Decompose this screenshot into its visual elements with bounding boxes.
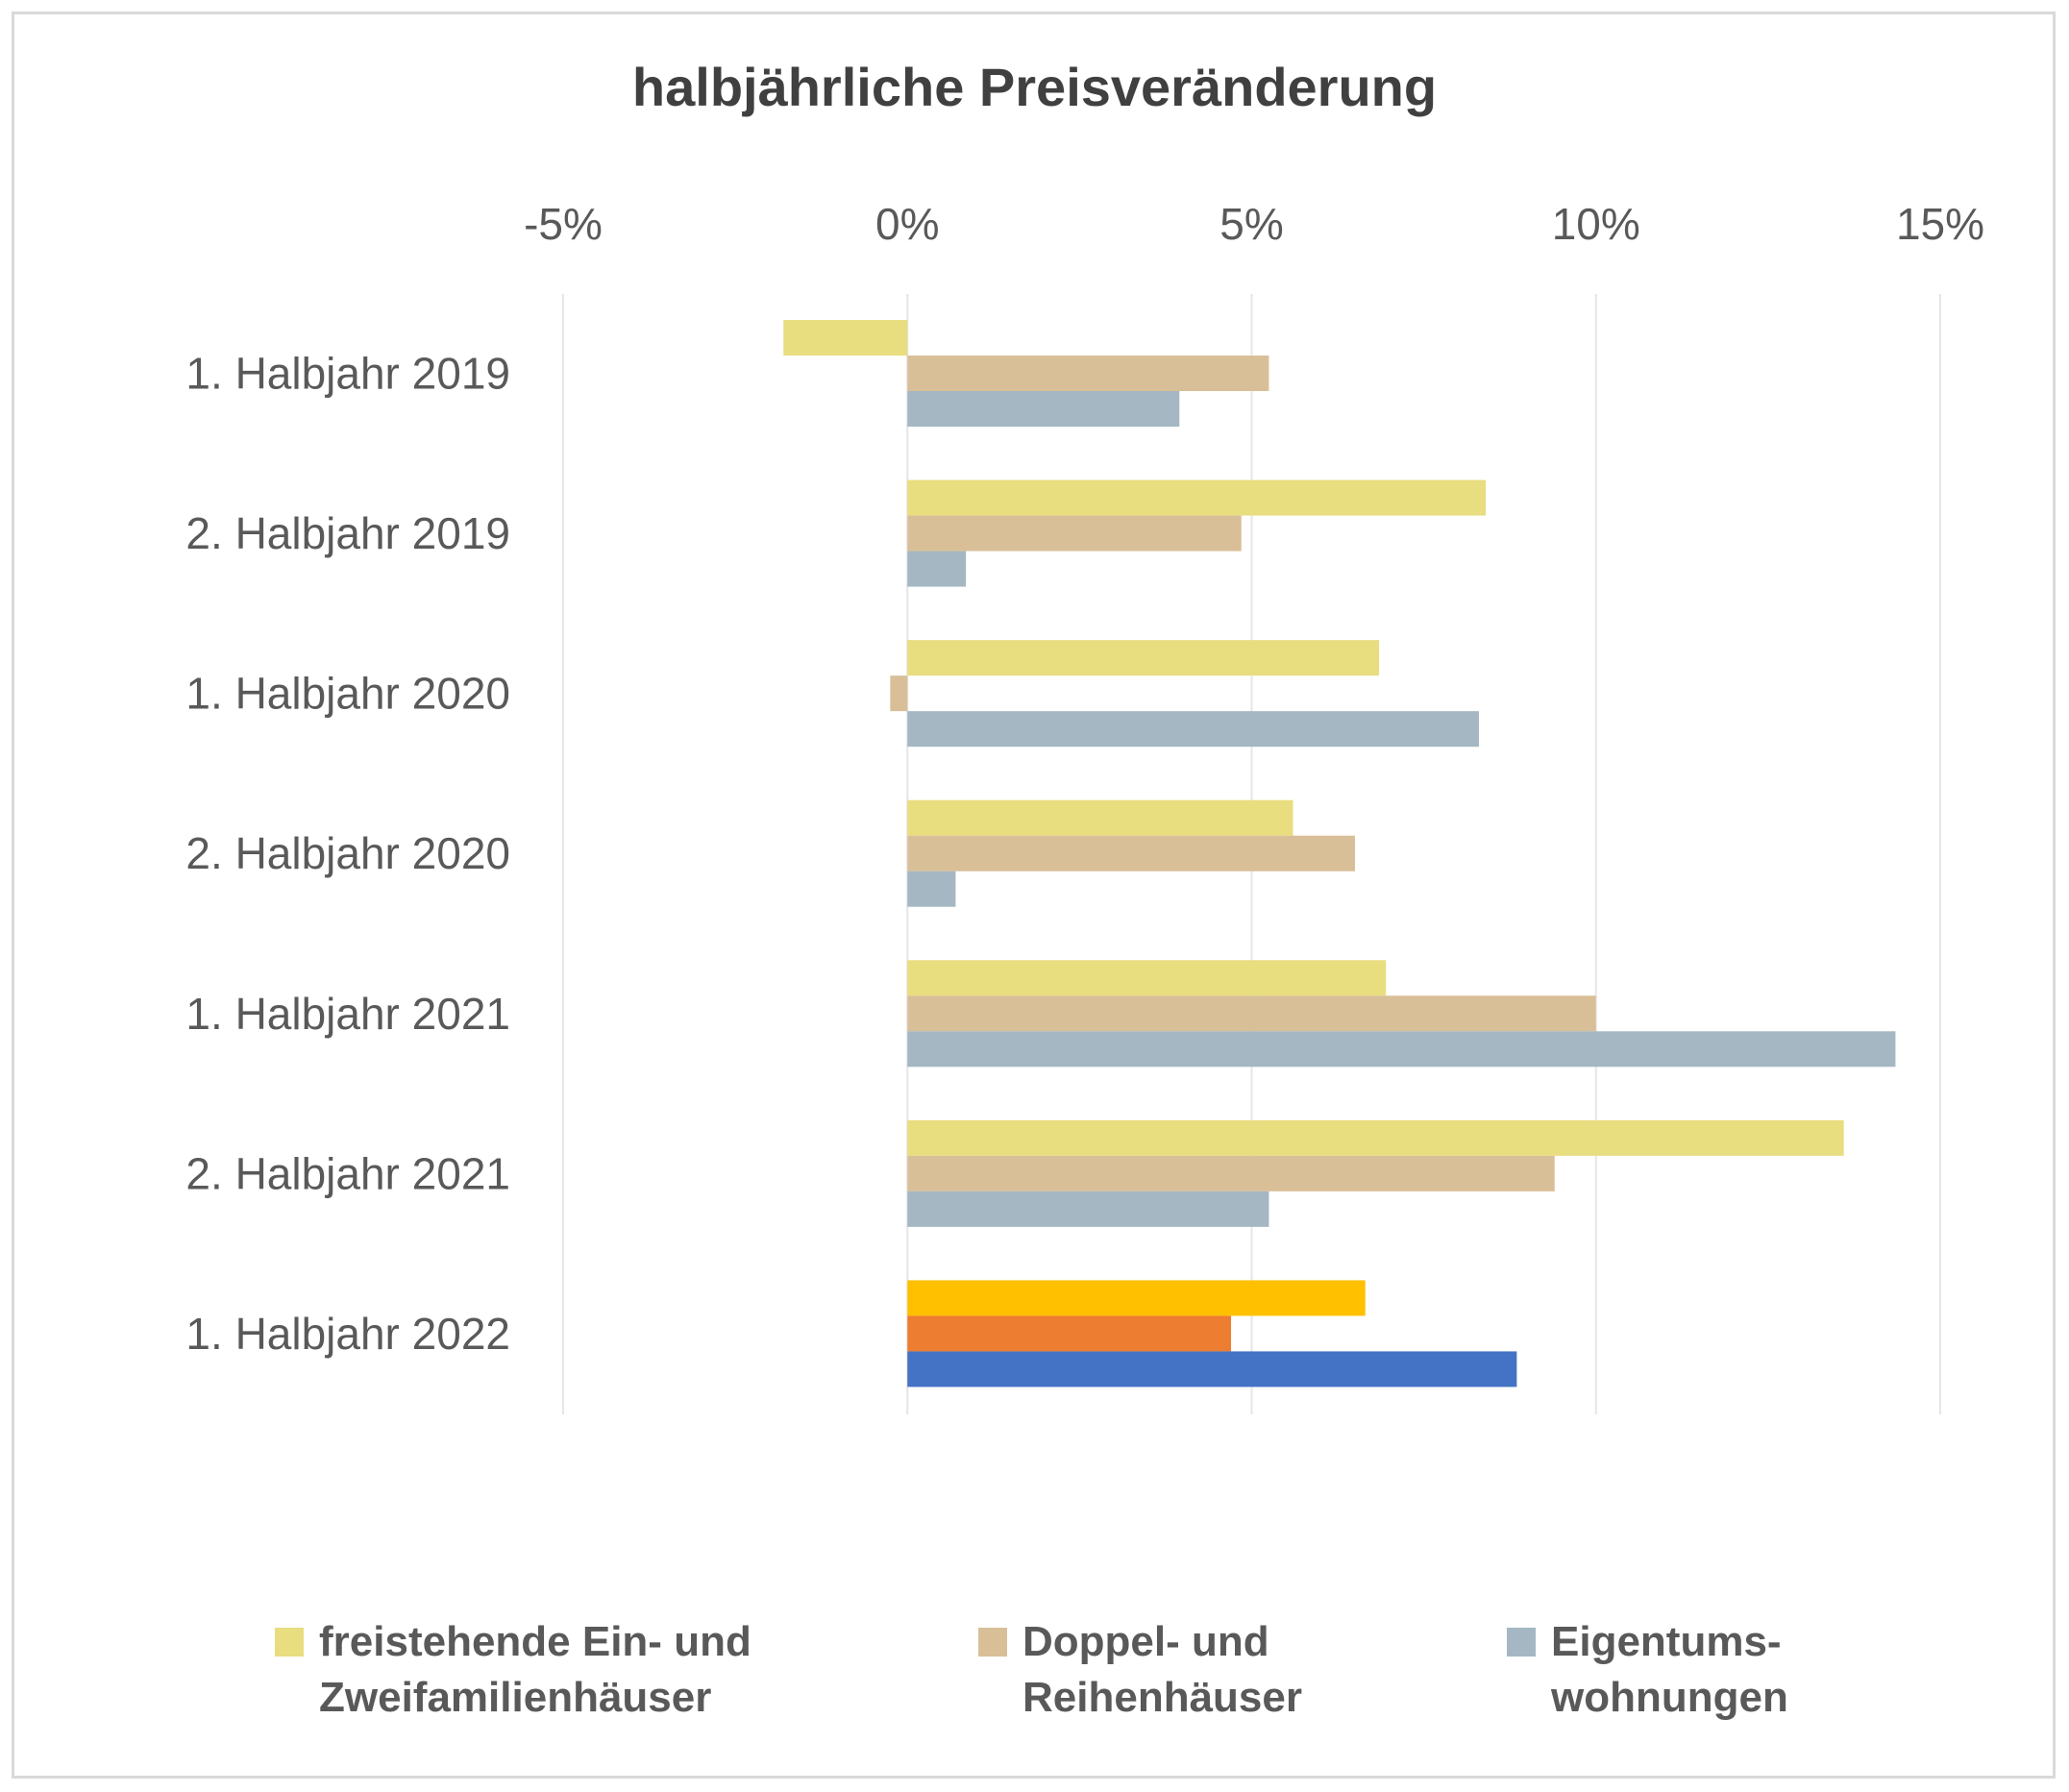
category-label: 2. Halbjahr 2021: [185, 1148, 510, 1198]
x-tick-label: 0%: [875, 199, 939, 249]
category-label: 1. Halbjahr 2019: [185, 349, 510, 399]
bar: [907, 356, 1269, 391]
bar: [890, 675, 908, 712]
x-tick-label: 5%: [1219, 199, 1283, 249]
bar: [907, 515, 1242, 552]
bar: [907, 1155, 1555, 1191]
bar: [907, 551, 967, 587]
category-label: 2. Halbjahr 2019: [185, 508, 510, 558]
legend-label-freistehende: freistehende Ein- und Zweifamilienhäuser: [319, 1614, 857, 1726]
bar: [907, 960, 1387, 996]
legend-label-eigentum: Eigentums- wohnungen: [1551, 1614, 2069, 1726]
legend-swatch-freistehende: [275, 1628, 304, 1657]
legend-label-line: freistehende Ein- und: [319, 1618, 751, 1665]
bar: [907, 391, 1180, 427]
bar: [783, 320, 908, 356]
bar: [907, 1351, 1517, 1387]
bar: [907, 479, 1487, 516]
bar: [907, 871, 956, 907]
legend-label-line: Eigentums-: [1551, 1618, 1782, 1665]
bar: [907, 1315, 1232, 1352]
legend-label-line: Zweifamilienhäuser: [319, 1674, 712, 1721]
legend-label-line: wohnungen: [1551, 1674, 1788, 1721]
legend-label-line: Doppel- und: [1022, 1618, 1269, 1665]
chart-title: halbjährliche Preisveränderung: [631, 57, 1438, 117]
bar: [907, 1191, 1269, 1227]
legend-swatch-doppel: [978, 1628, 1007, 1657]
category-label: 1. Halbjahr 2022: [185, 1309, 510, 1359]
x-tick-label: 10%: [1552, 199, 1640, 249]
bar: [907, 1119, 1844, 1156]
chart-frame: [12, 12, 2056, 1779]
bar: [907, 995, 1596, 1032]
bar: [907, 835, 1355, 871]
legend: freistehende Ein- und Zweifamilienhäuser…: [0, 1614, 2069, 1730]
bar: [907, 640, 1380, 676]
category-label: 1. Halbjahr 2020: [185, 669, 510, 719]
bar: [907, 799, 1293, 836]
legend-swatch-eigentum: [1507, 1628, 1536, 1657]
category-label: 2. Halbjahr 2020: [185, 828, 510, 878]
x-tick-label: 15%: [1896, 199, 1984, 249]
legend-label-line: Reihenhäuser: [1022, 1674, 1302, 1721]
legend-label-doppel: Doppel- und Reihenhäuser: [1022, 1614, 1561, 1726]
bar: [907, 711, 1479, 748]
bar: [907, 1280, 1366, 1316]
bar: [907, 1031, 1896, 1068]
x-tick-label: -5%: [524, 199, 603, 249]
category-label: 1. Halbjahr 2021: [185, 989, 510, 1039]
